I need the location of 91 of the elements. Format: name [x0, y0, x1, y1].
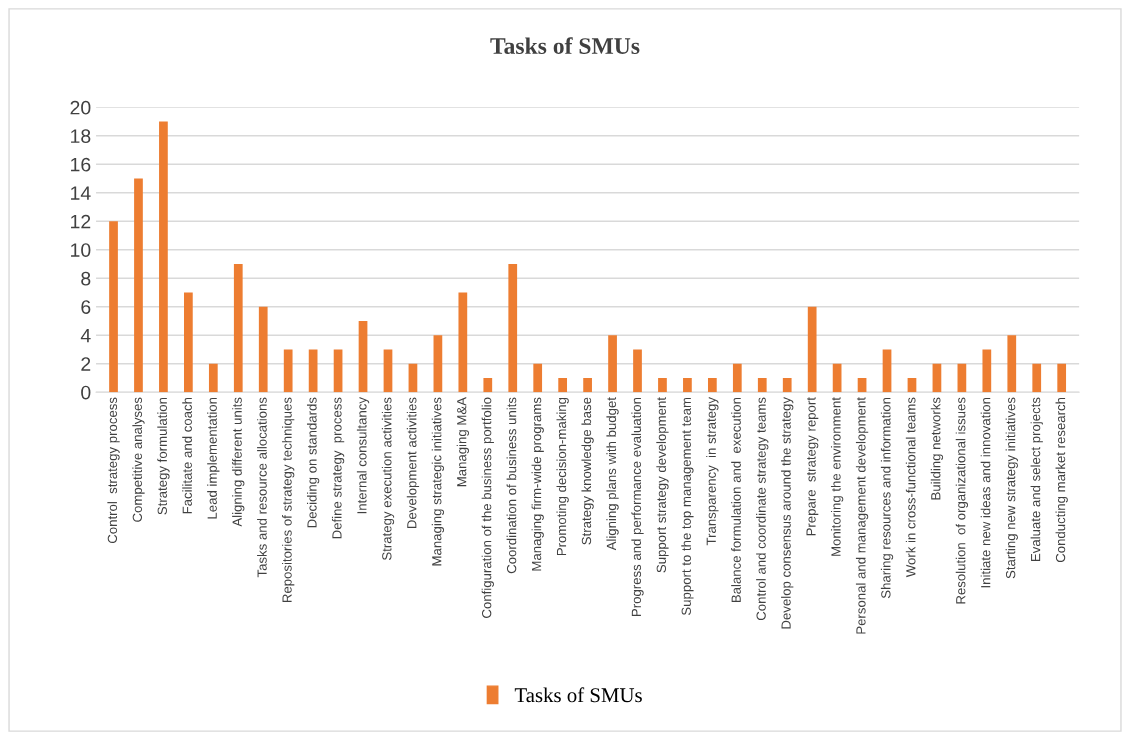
bar	[707, 377, 717, 393]
bar	[832, 363, 842, 393]
bar	[458, 292, 468, 393]
y-tick-label: 16	[71, 157, 91, 172]
bar	[508, 264, 518, 393]
x-tick-label: Strategy formulation	[157, 397, 170, 515]
x-tick-label: Internal consultancy	[356, 397, 370, 514]
x-tick-label: Promoting decision-making	[556, 397, 569, 556]
bar	[957, 363, 967, 393]
x-tick-label: Balance formulation and execution	[731, 397, 741, 603]
bar	[383, 349, 393, 393]
x-tick-label: Work in cross-functional teams	[905, 397, 916, 578]
bar	[433, 335, 443, 393]
y-tick-label: 6	[81, 300, 91, 314]
bar	[782, 377, 792, 393]
x-tick-label: Monitoring the environment	[830, 397, 844, 556]
bar	[233, 264, 243, 393]
x-tick-label: Aligning plans with budget	[606, 397, 619, 551]
bar	[134, 178, 143, 393]
x-tick-label: Define strategy process	[331, 397, 345, 539]
bar	[408, 363, 418, 393]
bar	[633, 349, 642, 393]
x-tick-label: Transparency in strategy	[706, 397, 719, 546]
bar	[184, 292, 193, 393]
bar	[907, 377, 917, 393]
y-tick-label: 14	[71, 186, 91, 200]
x-tick-label: Building networks	[930, 397, 944, 500]
x-tick-label: Support to the top management team	[681, 397, 694, 616]
chart-title: Tasks of SMUs	[490, 37, 640, 55]
bar	[583, 377, 592, 393]
bar	[757, 377, 767, 393]
x-tick-label: Competitive analyses	[132, 397, 145, 522]
bar	[982, 349, 992, 393]
x-tick-label: Facilitate and coach	[182, 397, 192, 514]
x-tick-label: Sharing resources and information	[880, 397, 894, 599]
x-tick-label: Resolution of organizational issues	[955, 397, 969, 604]
x-tick-label: Deciding on standards	[306, 397, 320, 528]
y-tick-label: 2	[81, 357, 91, 371]
bar	[208, 363, 218, 393]
bar	[258, 306, 268, 393]
bar	[333, 349, 343, 393]
x-tick-label: Prepare strategy report	[806, 397, 819, 536]
bar	[283, 349, 293, 393]
y-tick-label: 12	[71, 214, 91, 229]
x-tick-label: Strategy knowledge base	[581, 397, 594, 545]
bar	[308, 349, 318, 393]
x-tick-label: Managing firm-wide programs	[531, 397, 544, 571]
x-tick-label: Develop consensus around the strategy	[781, 397, 794, 629]
y-tick-label: 10	[71, 243, 91, 257]
x-tick-label: Tasks and resource allocations	[257, 397, 267, 578]
bar	[608, 335, 617, 393]
x-tick-label: Initiate new ideas and innovation	[980, 397, 991, 588]
x-tick-label: Managing M&A	[456, 397, 469, 487]
bar	[683, 377, 692, 393]
bar	[807, 306, 817, 393]
x-tick-label: Coordination of business units	[506, 397, 517, 574]
y-tick-label: 20	[70, 100, 91, 115]
x-tick-label: Control strategy process	[107, 397, 120, 544]
x-tick-label: Managing strategic initiatives	[431, 397, 445, 566]
bar	[159, 121, 168, 393]
x-tick-label: Progress and performance evaluation	[631, 397, 644, 616]
bar	[558, 377, 568, 393]
x-tick-label: Strategy execution activities	[381, 397, 395, 560]
legend-label: Tasks of SMUs	[514, 687, 642, 703]
bar	[533, 363, 543, 393]
x-tick-label: Support strategy development	[656, 397, 669, 573]
bar	[658, 377, 667, 393]
y-tick-label: 0	[81, 385, 91, 400]
x-tick-label: Aligning different units	[232, 397, 245, 527]
x-tick-label: Control and coordinate strategy teams	[756, 397, 769, 621]
y-tick-label: 18	[71, 129, 91, 144]
bar	[857, 377, 867, 393]
x-tick-label: Development activities	[406, 397, 420, 528]
x-tick-label: Evaluate and select projects	[1030, 397, 1043, 561]
bar	[109, 221, 118, 393]
x-tick-label: Repositories of strategy techniques	[282, 397, 295, 603]
x-tick-label: Configuration of the business portfolio	[481, 397, 494, 618]
x-tick-label: Conducting market research	[1055, 397, 1068, 563]
x-tick-label: Starting new strategy initiatives	[1005, 397, 1018, 579]
bar	[1032, 363, 1042, 393]
bar	[732, 363, 742, 393]
y-tick-label: 4	[80, 328, 91, 343]
bar	[1057, 363, 1067, 393]
y-tick-label: 8	[81, 271, 91, 286]
bar	[932, 363, 942, 393]
bar	[1007, 335, 1017, 393]
bar	[882, 349, 892, 393]
x-tick-label: Personal and management development	[855, 397, 869, 634]
bar	[483, 377, 493, 393]
x-tick-label: Lead implementation	[207, 397, 220, 519]
bar	[358, 320, 368, 393]
